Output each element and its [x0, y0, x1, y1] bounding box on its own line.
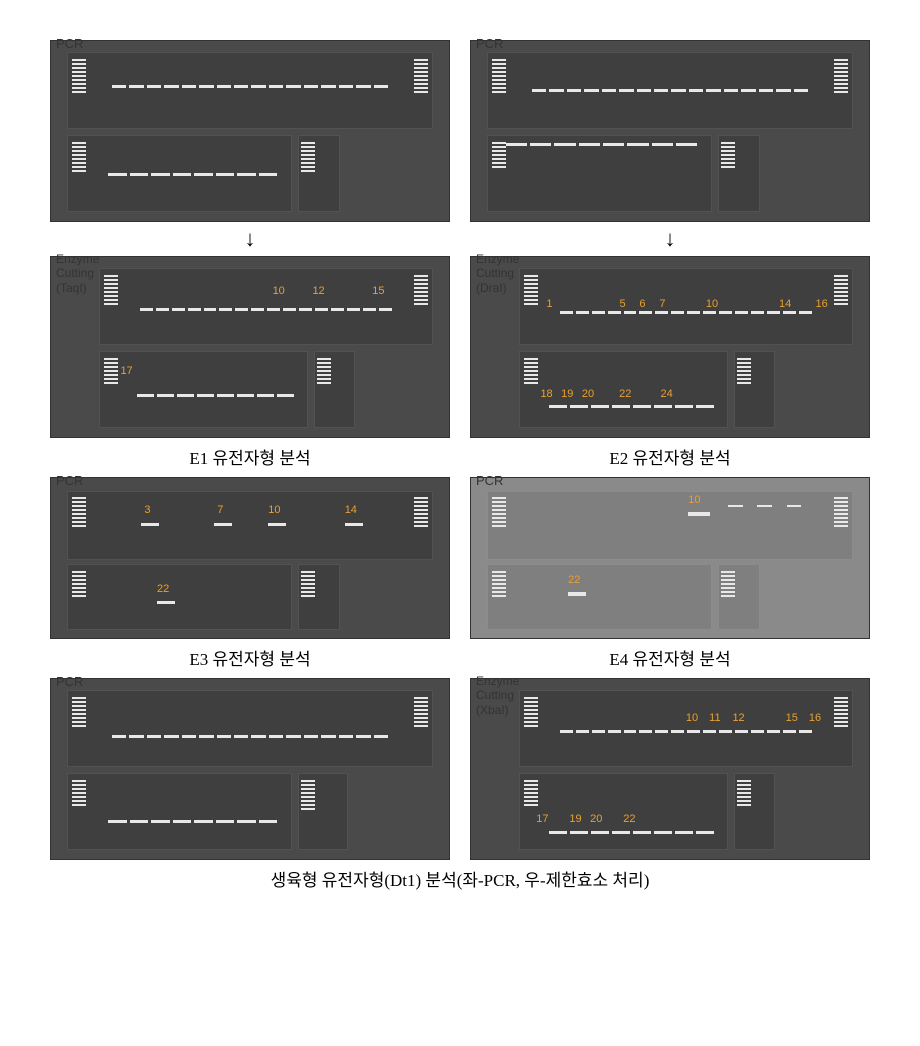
dt1-label-17: 17	[536, 813, 548, 825]
panel-e3-pcr: PCR 3 7 10 14 22 E3 유전자	[50, 477, 450, 670]
label-pcr-e4: PCR	[476, 473, 503, 488]
label-pcr-e2: PCR	[476, 36, 503, 51]
panel-dt1-enzyme: Enzyme Cutting (XbaI) 10 11 12 15 16 17 …	[470, 678, 870, 860]
e2-label-10: 10	[706, 298, 718, 310]
e2-label-1: 1	[546, 298, 552, 310]
e1-label-15: 15	[372, 285, 384, 297]
gel-e2-pcr	[470, 40, 870, 222]
label-pcr-e1: PCR	[56, 36, 83, 51]
caption-e1: E1 유전자형 분석	[50, 444, 450, 469]
e3-label-3: 3	[144, 504, 150, 516]
e2-label-7: 7	[659, 298, 665, 310]
gel-e4-pcr: 10 22	[470, 477, 870, 639]
e3-label-14: 14	[345, 504, 357, 516]
dt1-label-16: 16	[809, 712, 821, 724]
e4-label-22: 22	[568, 574, 580, 586]
panel-e4-pcr: PCR 10 22 E4 유전자형 분석	[470, 477, 870, 670]
gel-dt1-pcr	[50, 678, 450, 860]
gel-e1-pcr	[50, 40, 450, 222]
e2-label-24: 24	[660, 388, 672, 400]
arrow-e2: ↓	[470, 226, 870, 252]
e2-label-14: 14	[779, 298, 791, 310]
e1-label-10: 10	[273, 285, 285, 297]
gel-e1-enzyme: 10 12 15 17	[50, 256, 450, 438]
row-5: PCR Enzyme Cutting (XbaI) 10	[40, 678, 880, 860]
e2-label-16: 16	[816, 298, 828, 310]
gel-e3-pcr: 3 7 10 14 22	[50, 477, 450, 639]
arrow-e1: ↓	[50, 226, 450, 252]
gel-e2-enzyme: 1 5 6 7 10 14 16 18 19 20 22 24	[470, 256, 870, 438]
caption-e3: E3 유전자형 분석	[50, 645, 450, 670]
label-enzyme-dral: Enzyme Cutting (DraI)	[476, 252, 519, 295]
panel-e1-pcr: PCR	[50, 40, 450, 222]
caption-final: 생육형 유전자형(Dt1) 분석(좌-PCR, 우-제한효소 처리)	[40, 866, 880, 891]
row-2-enzyme: Enzyme Cutting (TaqI) 10 12 15 17 E1 유전자…	[40, 256, 880, 469]
label-enzyme-xbal: Enzyme Cutting (XbaI)	[476, 674, 519, 717]
e2-label-19: 19	[561, 388, 573, 400]
dt1-label-19: 19	[569, 813, 581, 825]
dt1-label-20: 20	[590, 813, 602, 825]
e2-label-20: 20	[582, 388, 594, 400]
panel-e2-pcr: PCR	[470, 40, 870, 222]
row-1-pcr: PCR PCR	[40, 40, 880, 222]
caption-e4: E4 유전자형 분석	[470, 645, 870, 670]
e3-label-22: 22	[157, 583, 169, 595]
panel-e2-enzyme: Enzyme Cutting (DraI) 1 5 6 7 10 14 16 1…	[470, 256, 870, 469]
e2-label-6: 6	[639, 298, 645, 310]
row-3: PCR 3 7 10 14 22 E3 유전자	[40, 477, 880, 670]
e2-label-22: 22	[619, 388, 631, 400]
label-pcr-e3: PCR	[56, 473, 83, 488]
label-enzyme-taqi: Enzyme Cutting (TaqI)	[56, 252, 99, 295]
e1-label-12: 12	[312, 285, 324, 297]
e2-label-18: 18	[540, 388, 552, 400]
panel-e1-enzyme: Enzyme Cutting (TaqI) 10 12 15 17 E1 유전자…	[50, 256, 450, 469]
dt1-label-10: 10	[686, 712, 698, 724]
dt1-label-22: 22	[623, 813, 635, 825]
e4-label-10: 10	[688, 494, 700, 506]
label-pcr-dt1: PCR	[56, 674, 83, 689]
dt1-label-11: 11	[709, 712, 720, 724]
e1-label-17: 17	[120, 365, 132, 377]
gel-dt1-enzyme: 10 11 12 15 16 17 19 20 22	[470, 678, 870, 860]
e3-label-7: 7	[217, 504, 223, 516]
e3-label-10: 10	[268, 504, 280, 516]
panel-dt1-pcr: PCR	[50, 678, 450, 860]
dt1-label-15: 15	[786, 712, 798, 724]
e2-label-5: 5	[619, 298, 625, 310]
dt1-label-12: 12	[732, 712, 744, 724]
caption-e2: E2 유전자형 분석	[470, 444, 870, 469]
